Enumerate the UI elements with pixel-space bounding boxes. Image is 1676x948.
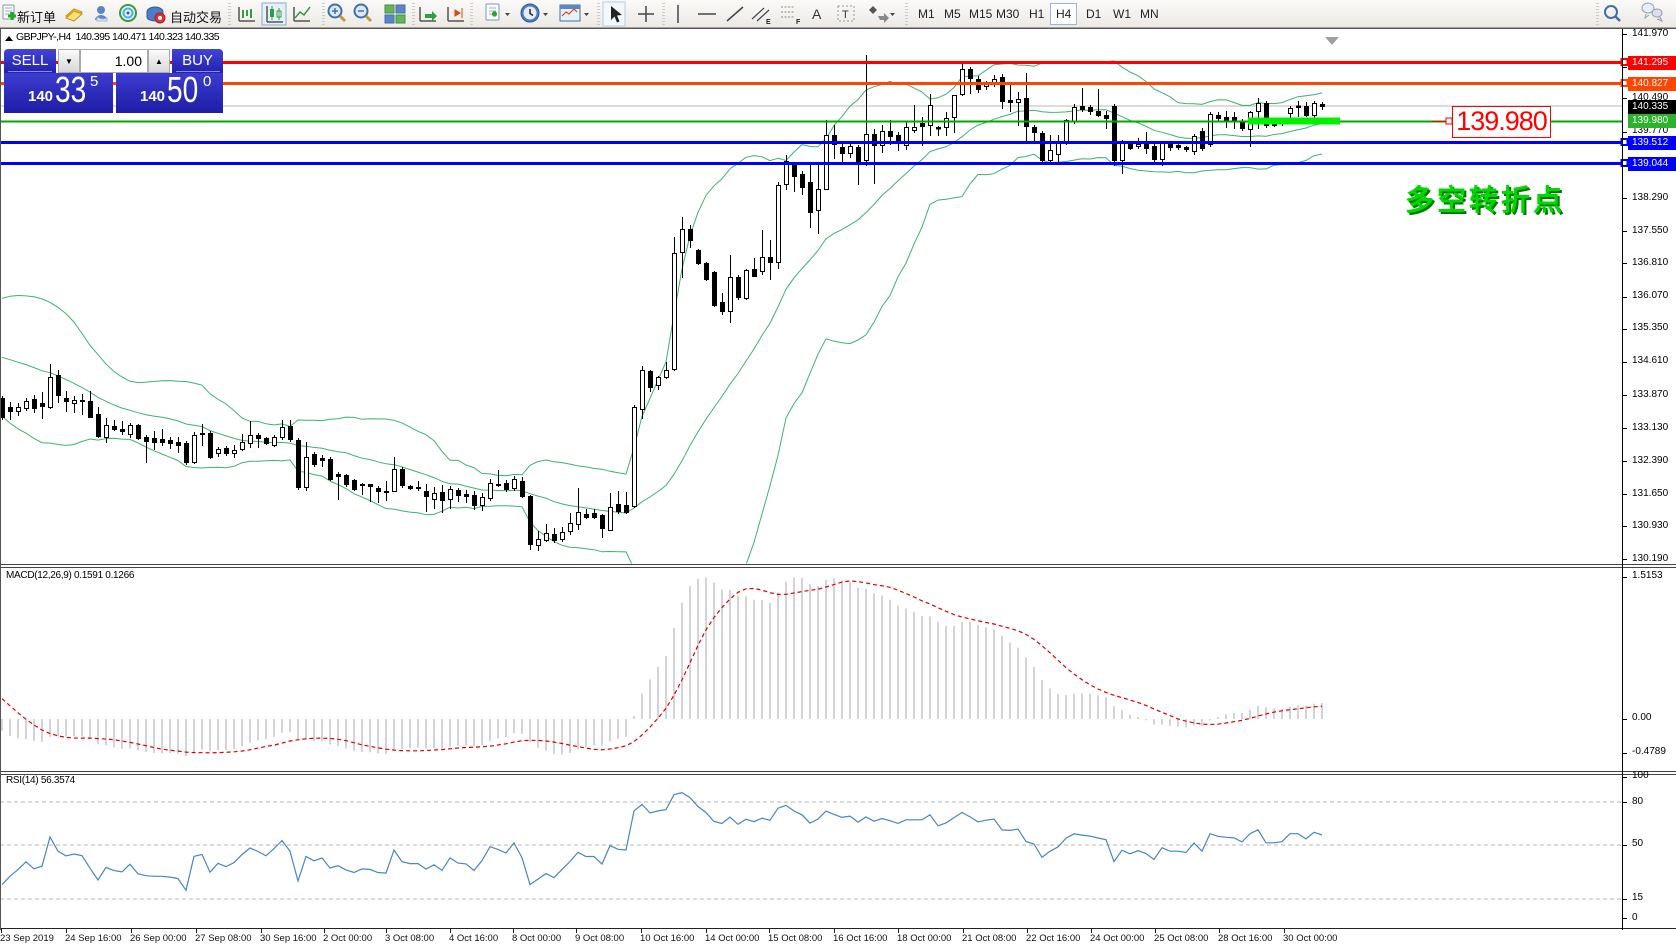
svg-text:F: F <box>796 19 801 26</box>
svg-text:E: E <box>766 19 771 26</box>
svg-text:A: A <box>812 6 822 22</box>
svg-text:T: T <box>842 9 849 21</box>
